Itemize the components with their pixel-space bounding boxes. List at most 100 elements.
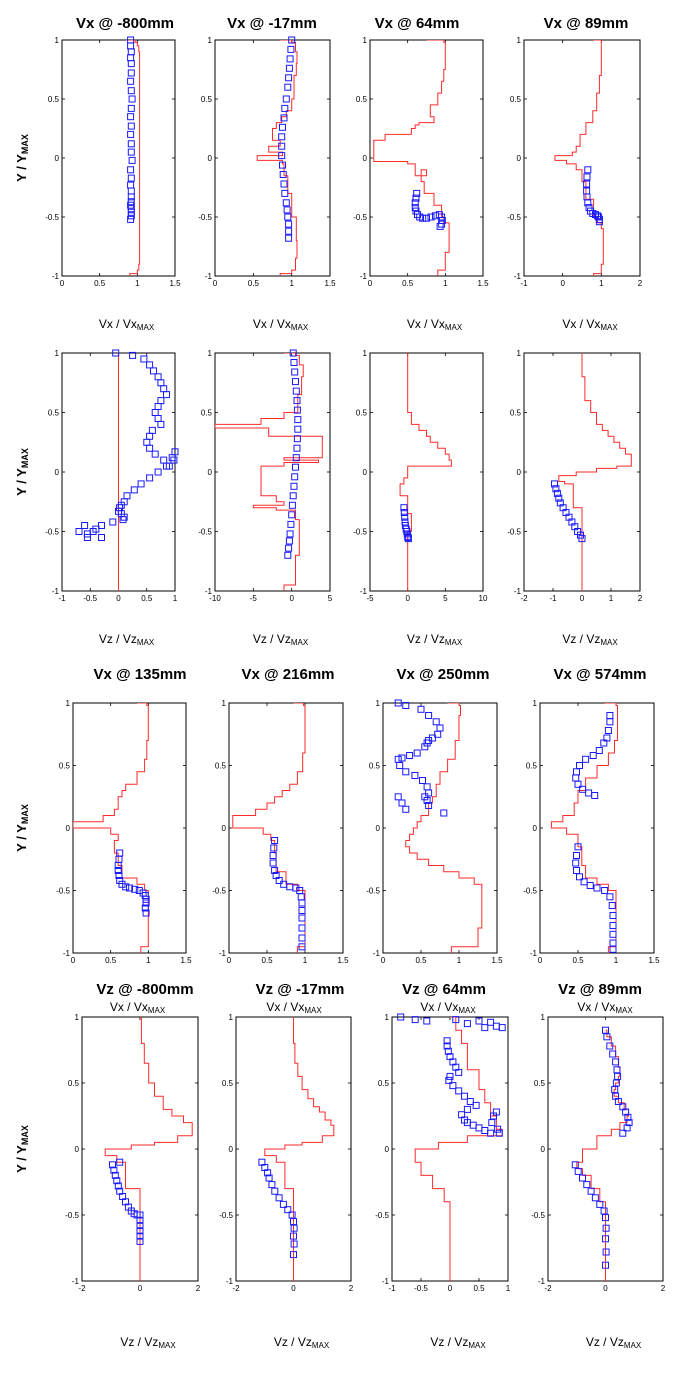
x-axis-label-subscript: MAX <box>304 1006 322 1015</box>
data-point-marker <box>286 55 294 63</box>
data-point-marker <box>290 359 298 366</box>
data-point-marker <box>285 64 293 72</box>
x-axis-label-text: Vx / Vx <box>407 317 445 331</box>
data-point-marker <box>481 1024 489 1032</box>
data-point-marker <box>275 1194 283 1202</box>
y-tick-label: -1 <box>226 1277 234 1286</box>
x-tick-label: 5 <box>443 594 448 603</box>
data-point-marker <box>293 406 301 414</box>
data-point-marker <box>574 780 582 788</box>
x-tick-label: 1 <box>173 594 178 603</box>
y-tick-label: 1 <box>541 1013 546 1022</box>
data-point-marker <box>432 718 440 726</box>
data-point-marker <box>136 1216 144 1224</box>
data-point-marker <box>284 1206 292 1214</box>
x-tick-label: -1 <box>549 594 557 603</box>
x-tick-label: 0 <box>580 594 585 603</box>
data-point-marker <box>446 1072 454 1080</box>
data-point-marker <box>293 397 301 405</box>
x-axis-label-text: Vx / Vx <box>577 1000 615 1014</box>
x-axis-label-subscript: MAX <box>600 323 618 332</box>
data-point-marker <box>602 1248 610 1256</box>
x-axis-label-text: Vz / Vz <box>120 1335 158 1349</box>
data-point-marker <box>127 215 135 223</box>
data-point-marker <box>298 907 306 914</box>
data-point-marker <box>287 520 295 528</box>
data-point-marker <box>291 368 299 376</box>
y-tick-label: -0.5 <box>65 1211 79 1220</box>
profile-line <box>264 1017 335 1281</box>
x-tick-label: 0.5 <box>415 956 427 965</box>
y-tick-label: 1 <box>363 36 368 45</box>
data-point-marker <box>449 1082 457 1090</box>
panel-9: Vx @ 135mm 0 0.5 1 1.5 -1 -0.5 0 0.5 1 Vx / VxMAX <box>56 666 192 1015</box>
data-point-marker <box>593 884 601 892</box>
x-tick-label: 0 <box>603 1284 608 1293</box>
y-tick-label: 1 <box>517 36 522 45</box>
data-point-marker <box>402 805 410 813</box>
panel-1: Vx @ -800mm 0 0.5 1 1.5 -1 -0.5 0 0.5 1 Vx / VxMAX <box>45 15 181 332</box>
data-point-marker <box>290 1240 298 1248</box>
y-tick-label: 0 <box>517 468 522 477</box>
data-point-marker <box>609 945 617 953</box>
data-point-marker <box>595 747 603 754</box>
data-point-marker <box>609 922 617 929</box>
panel-title: Vx @ 64mm <box>375 15 460 32</box>
y-tick-label: 1 <box>208 36 213 45</box>
panel-title: Vx @ 574mm <box>553 666 646 683</box>
y-axis-label-text: Y / Y <box>14 824 29 852</box>
y-tick-label: -0.5 <box>531 1211 545 1220</box>
data-point-marker <box>278 152 286 160</box>
y-tick-label: 1 <box>229 1013 234 1022</box>
y-tick-label: 0 <box>376 824 381 833</box>
data-point-marker <box>136 1227 144 1235</box>
data-point-marker <box>413 749 421 757</box>
x-tick-label: 0 <box>213 279 218 288</box>
x-tick-label: 0 <box>381 956 386 965</box>
x-axis-label-subscript: MAX <box>148 1006 166 1015</box>
x-axis-label: Vz / VzMAX <box>430 1335 486 1350</box>
data-point-marker <box>425 712 433 719</box>
x-axis-label-subscript: MAX <box>615 1006 633 1015</box>
x-tick-label: -2 <box>544 1284 552 1293</box>
y-tick-label: 0.5 <box>68 1079 80 1088</box>
y-tick-label: 0.5 <box>510 409 522 418</box>
data-point-marker <box>298 924 306 932</box>
data-point-marker <box>611 1086 619 1094</box>
panel-title: Vz @ 89mm <box>558 981 642 998</box>
data-point-marker <box>495 1129 503 1137</box>
y-axis-label-subscript: MAX <box>20 804 30 824</box>
x-axis-label: Vx / VxMAX <box>266 1000 322 1015</box>
x-axis-label-subscript: MAX <box>624 1341 642 1350</box>
panel-title: Vx @ 89mm <box>544 15 629 32</box>
profile-line <box>550 703 618 953</box>
data-point-marker <box>404 535 412 543</box>
data-point-marker <box>396 762 404 769</box>
data-point-marker <box>279 1200 287 1208</box>
data-point-marker <box>122 883 130 891</box>
x-tick-label: -1 <box>388 1284 396 1293</box>
y-tick-label: 1 <box>55 349 60 358</box>
profile-line <box>215 353 323 591</box>
y-tick-label: 0.5 <box>48 95 60 104</box>
data-point-marker <box>591 1194 599 1202</box>
data-point-marker <box>288 511 296 519</box>
data-point-marker <box>601 887 609 894</box>
data-point-marker <box>98 534 105 541</box>
data-point-marker <box>423 1017 431 1025</box>
data-point-marker <box>614 1098 622 1105</box>
y-tick-label: -0.5 <box>523 887 537 896</box>
x-tick-label: 2 <box>661 1284 666 1293</box>
data-point-marker <box>140 355 148 363</box>
data-point-marker <box>414 211 421 219</box>
data-point-marker <box>417 705 425 713</box>
y-tick-label: 0.5 <box>356 409 368 418</box>
y-tick-label: -0.5 <box>507 213 521 222</box>
y-tick-label: -1 <box>382 1277 390 1286</box>
data-point-marker <box>425 789 433 797</box>
x-axis-label: Vx / VxMAX <box>577 1000 633 1015</box>
y-tick-label: 0 <box>208 154 213 163</box>
x-axis-label-text: Vx / Vx <box>99 317 137 331</box>
data-point-marker <box>120 513 128 521</box>
y-tick-label: 1 <box>533 699 538 708</box>
